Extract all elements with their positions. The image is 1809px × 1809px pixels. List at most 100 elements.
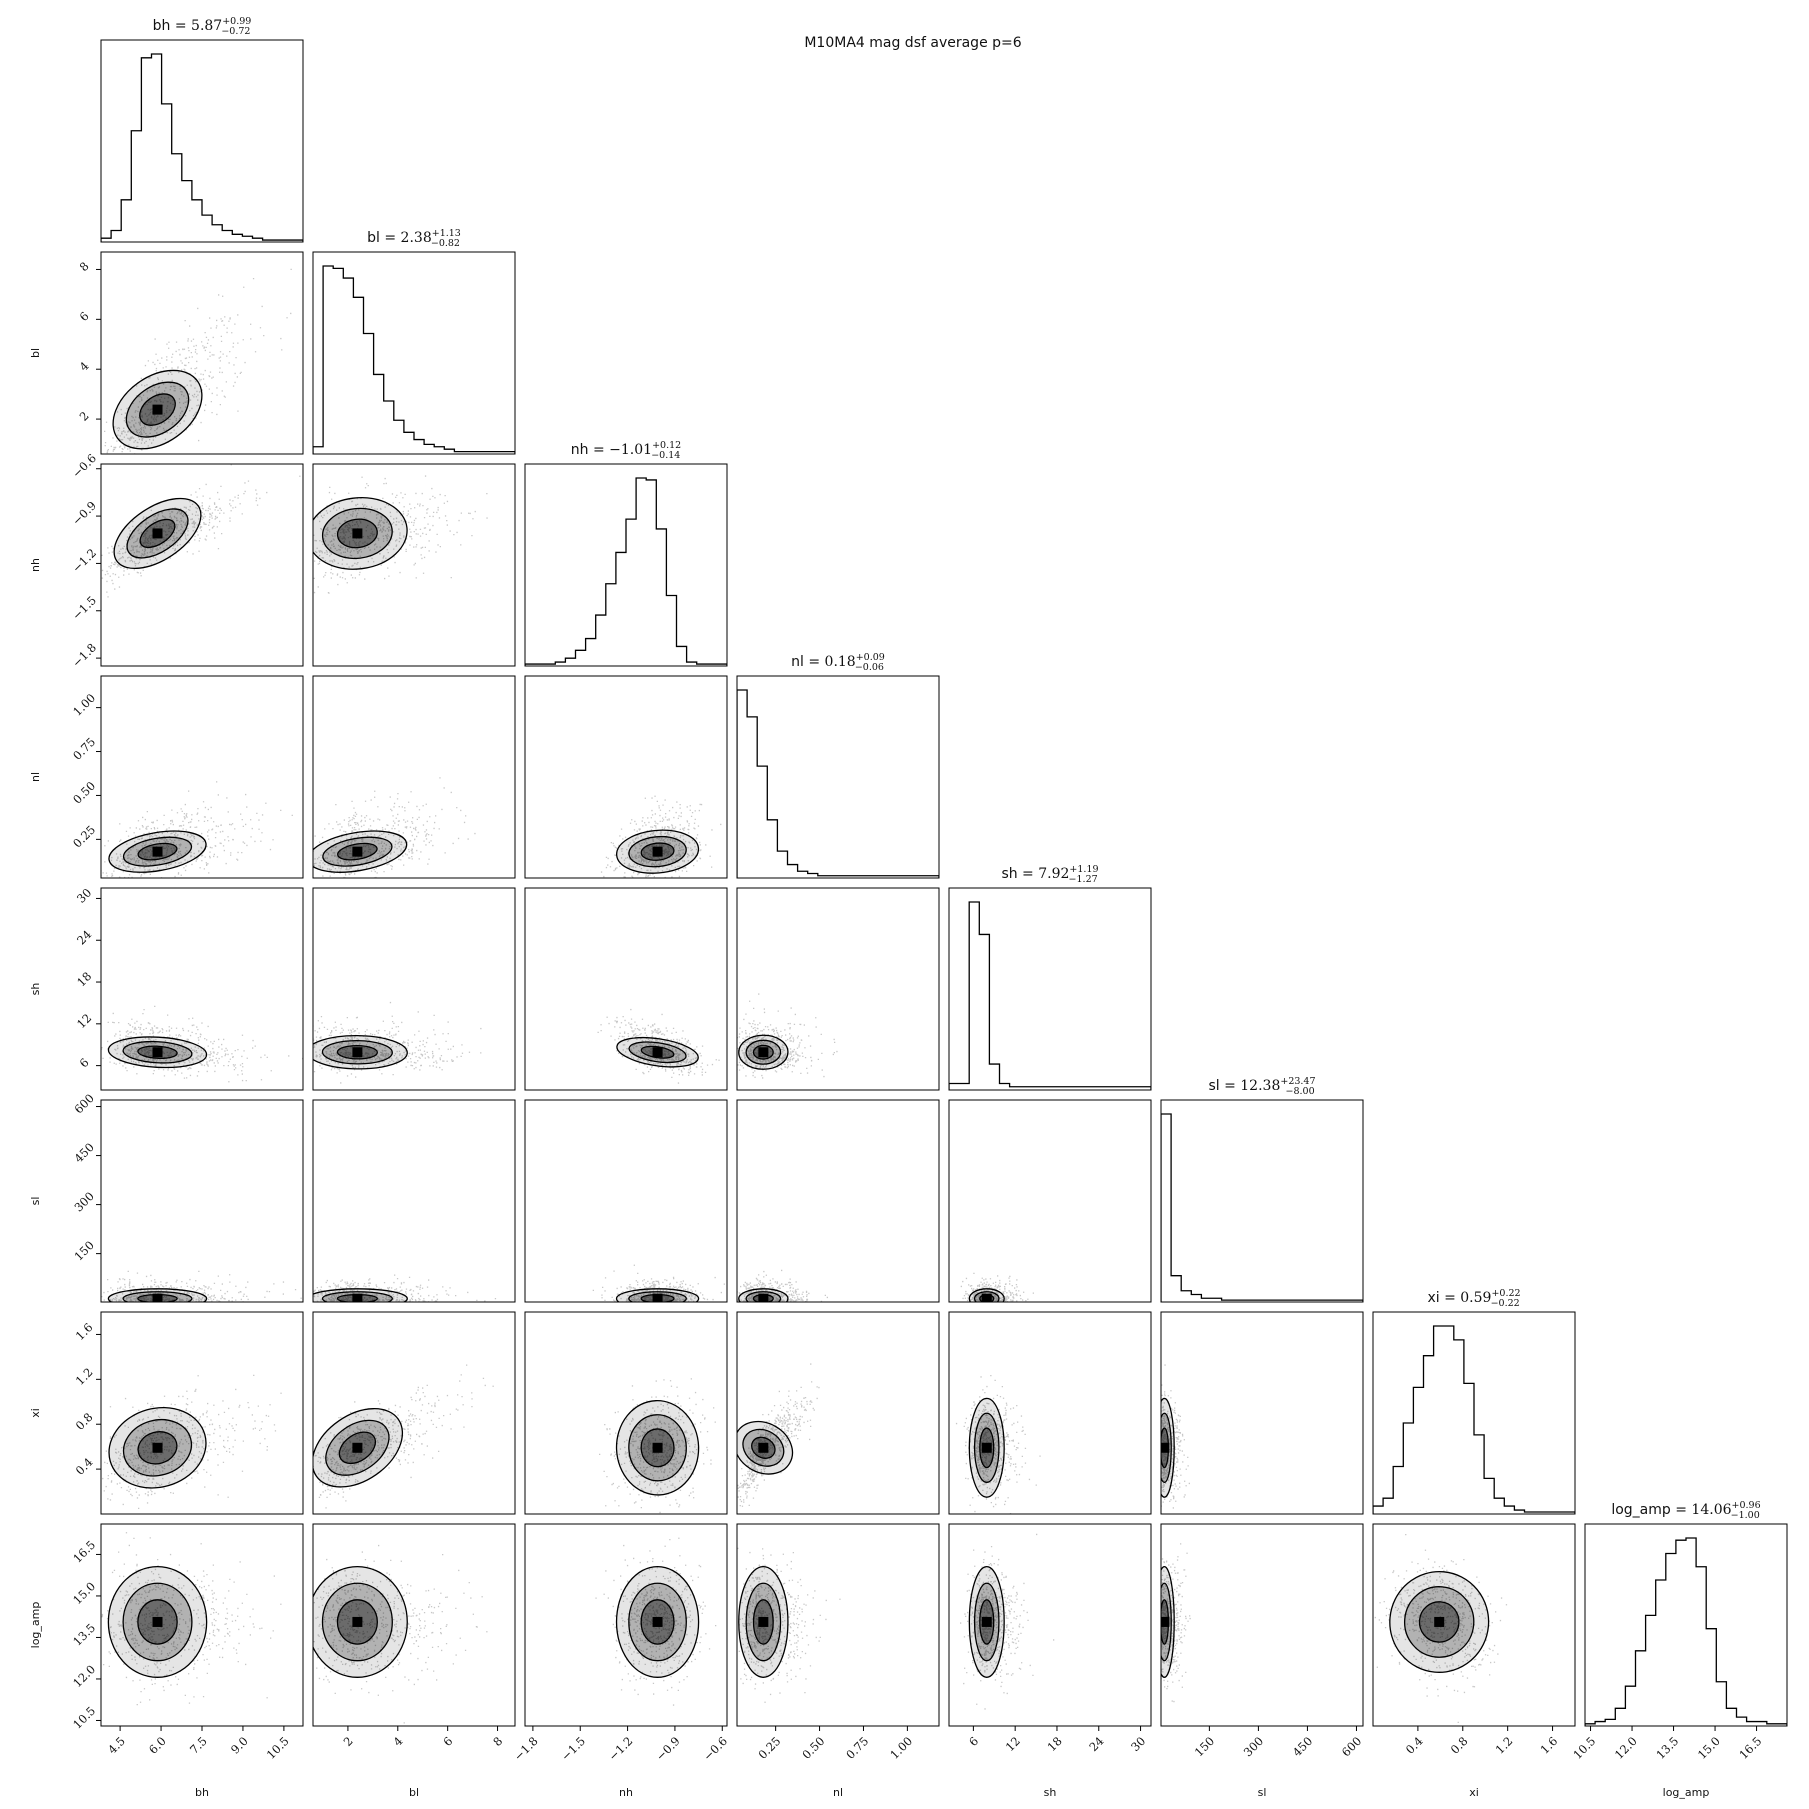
panel-title-bh: bh = 5.87+0.99 −0.72: [153, 16, 252, 37]
y-axis-label-nl: nl: [29, 772, 42, 782]
x-axis-label-xi: xi: [1469, 1786, 1479, 1799]
x-tick-label-bl: 8: [490, 1734, 505, 1749]
x-axis-label-bh: bh: [195, 1786, 209, 1799]
density-peak: [1434, 1617, 1444, 1627]
x-tick-label-bh: 7.5: [187, 1734, 210, 1757]
hist-panel-xi: xi = 0.59+0.22 −0.22: [1373, 1288, 1575, 1514]
x-tick-label-log_amp: 13.5: [1653, 1734, 1681, 1762]
x-tick-label-sh: 12: [1003, 1734, 1023, 1754]
figure-title: M10MA4 mag dsf average p=6: [804, 35, 1021, 51]
y-axis-label-sl: sl: [29, 1197, 42, 1206]
panel-frame: [525, 1312, 727, 1514]
y-tick-label-sl: 300: [71, 1189, 96, 1214]
density-peak: [153, 528, 163, 538]
histogram-step-bl: [313, 266, 515, 454]
histogram-step-xi: [1373, 1326, 1575, 1514]
scatter-panel-bl-xi: [270, 1312, 515, 1525]
y-axis-label-xi: xi: [29, 1408, 42, 1418]
density-peak: [653, 1047, 663, 1057]
x-axis-label-sl: sl: [1258, 1786, 1267, 1799]
x-axis-xi: 0.4 0.8 1.2 1.6 xi: [1403, 1726, 1561, 1799]
y-tick-label-sh: 12: [74, 1011, 94, 1031]
y-tick-label-nl: 0.25: [70, 823, 98, 851]
x-tick-label-log_amp: 12.0: [1612, 1734, 1640, 1762]
panel-title-log_amp: log_amp = 14.06+0.96 −1.00: [1611, 1500, 1760, 1521]
y-axis-xi: 0.40.81.21.6xi: [29, 1320, 101, 1478]
scatter-panel-bl-nl: [274, 676, 515, 893]
histogram-step-nh: [525, 478, 727, 666]
scatter-panel-nl-log_amp: [729, 1524, 939, 1726]
scatter-panel-nh-nl: [525, 676, 727, 891]
density-peak: [982, 1617, 992, 1627]
panel-title-sl: sl = 12.38+23.47 −8.00: [1208, 1076, 1315, 1097]
x-tick-label-nl: 0.50: [799, 1734, 827, 1762]
x-axis-bl: 2 4 6 8bl: [341, 1726, 506, 1799]
scatter-panel-bl-sh: [277, 888, 515, 1090]
panel-title-nh: nh = −1.01+0.12 −0.14: [571, 440, 681, 461]
panel-title-minus: −0.22: [1491, 1298, 1520, 1309]
panel-frame: [313, 1100, 515, 1302]
scatter-panel-bh-bl: [58, 252, 303, 509]
x-tick-label-sl: 150: [1192, 1734, 1217, 1759]
x-axis-nl: 0.25 0.50 0.75 1.00 nl: [755, 1726, 915, 1799]
scatter-panel-bh-xi: [81, 1312, 303, 1543]
hist-panel-bl: bl = 2.38+1.13 −0.82: [313, 228, 515, 454]
hist-panel-bh: bh = 5.87+0.99 −0.72: [101, 16, 303, 242]
panel-frame: [737, 1100, 939, 1302]
panel-title-name: sh: [1001, 866, 1017, 882]
y-tick-label-log_amp: 10.5: [70, 1704, 98, 1732]
panel-title-median: = 7.92: [1018, 866, 1070, 882]
y-axis-sh: 6 12 18 24 30 sh: [29, 885, 101, 1070]
y-tick-label-sh: 6: [77, 1055, 92, 1070]
y-tick-label-sh: 30: [74, 885, 94, 905]
panel-title-name: nl: [791, 654, 804, 670]
panel-title-name: bh: [153, 18, 171, 34]
y-axis-nl: 0.25 0.50 0.75 1.00 nl: [29, 691, 101, 851]
scatter-panel-bh-nh: [79, 464, 304, 666]
x-tick-label-nh: −1.2: [606, 1734, 636, 1764]
scatter-panel-sh-log_amp: [949, 1524, 1151, 1726]
panel-title-median: = 14.06: [1671, 1502, 1732, 1518]
density-peak: [153, 1443, 163, 1453]
x-tick-label-nl: 0.75: [843, 1734, 871, 1762]
density-peak: [352, 1443, 362, 1453]
scatter-panel-bh-nl: [79, 676, 319, 890]
x-tick-label-bl: 4: [391, 1734, 406, 1749]
scatter-points: [79, 770, 319, 890]
y-tick-label-bl: 6: [77, 309, 92, 324]
density-peak: [153, 1617, 163, 1627]
panel-frame: [1161, 1100, 1363, 1302]
panel-frame: [737, 1312, 939, 1514]
panel-frame: [525, 1100, 727, 1302]
panel-title-name: bl: [367, 230, 380, 246]
x-axis-label-bl: bl: [409, 1786, 419, 1799]
panel-title-minus: −0.82: [431, 238, 460, 249]
scatter-panel-xi-log_amp: [1338, 1524, 1575, 1726]
x-tick-label-nl: 0.25: [755, 1734, 783, 1762]
y-tick-label-nl: 0.75: [70, 735, 98, 763]
x-tick-label-log_amp: 10.5: [1570, 1734, 1598, 1762]
y-axis-log_amp: 10.512.013.515.016.5log_amp: [29, 1538, 101, 1732]
scatter-panel-nl-sl: [733, 1100, 939, 1315]
panel-frame: [313, 252, 515, 454]
x-tick-label-sh: 6: [966, 1734, 981, 1749]
scatter-panel-bh-sl: [78, 1100, 304, 1316]
x-axis-log_amp: 10.5 12.0 13.5 15.0 16.5 log_amp: [1570, 1726, 1764, 1799]
x-axis-nh: −1.8 −1.5 −1.2 −0.9 −0.6nh: [511, 1726, 730, 1799]
histogram-step-sl: [1161, 1114, 1363, 1302]
panel-title-name: sl: [1208, 1078, 1219, 1094]
panel-title-median: = 0.18: [804, 654, 856, 670]
scatter-panel-bh-log_amp: [70, 1524, 303, 1726]
y-tick-label-sh: 24: [74, 927, 94, 947]
x-axis-label-log_amp: log_amp: [1663, 1786, 1710, 1799]
x-tick-label-nl: 1.00: [887, 1734, 915, 1762]
scatter-panel-sh-sl: [949, 1100, 1151, 1315]
x-tick-label-nh: −0.6: [700, 1734, 730, 1764]
y-tick-label-sh: 18: [74, 969, 94, 989]
scatter-panel-bl-log_amp: [290, 1524, 515, 1726]
x-tick-label-bh: 6.0: [146, 1734, 169, 1757]
panel-frame: [525, 464, 727, 666]
y-tick-label-nh: −1.8: [69, 640, 99, 670]
panel-title-minus: −1.27: [1069, 874, 1098, 885]
